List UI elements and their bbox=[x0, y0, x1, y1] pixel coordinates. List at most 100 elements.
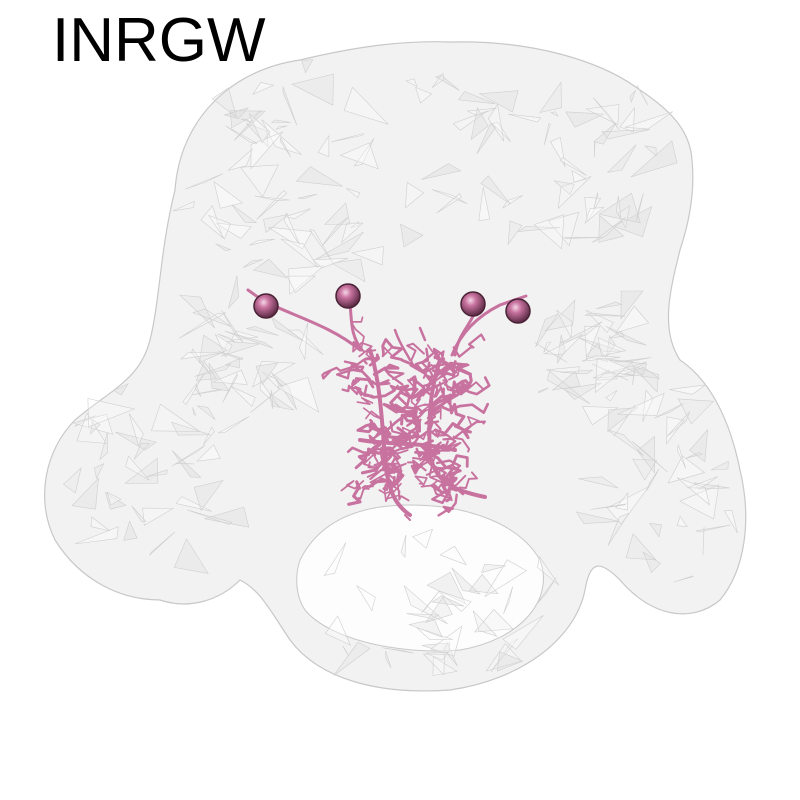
mesh-facet bbox=[288, 265, 325, 295]
mesh-facet bbox=[285, 208, 311, 220]
neuron-type-title: INRGW bbox=[52, 6, 266, 75]
mesh-facet bbox=[385, 650, 392, 669]
mesh-facet bbox=[550, 111, 559, 117]
mesh-facet bbox=[186, 509, 233, 525]
mesh-facet bbox=[192, 407, 197, 416]
mesh-facet bbox=[421, 591, 440, 614]
mesh-facet bbox=[710, 460, 729, 471]
neurite bbox=[349, 379, 363, 397]
mesh-facet bbox=[666, 416, 685, 445]
neurite bbox=[406, 408, 427, 427]
mesh-facet bbox=[133, 443, 150, 460]
mesh-facet bbox=[275, 125, 288, 130]
mesh-facet bbox=[597, 336, 627, 357]
mesh-facet bbox=[62, 467, 82, 494]
mesh-facet bbox=[248, 113, 271, 144]
neurite bbox=[375, 379, 391, 386]
mesh-facet bbox=[676, 515, 688, 528]
neurite bbox=[401, 426, 428, 441]
mesh-facet bbox=[254, 195, 290, 201]
mesh-facet bbox=[149, 531, 176, 556]
neurite bbox=[358, 480, 389, 500]
mesh-facet bbox=[642, 389, 654, 423]
neurite bbox=[426, 421, 442, 438]
neurite bbox=[433, 374, 449, 398]
mesh-facet bbox=[590, 503, 627, 510]
mesh-facet bbox=[175, 463, 195, 465]
mesh-facet bbox=[208, 362, 231, 392]
mesh-facet bbox=[593, 122, 617, 145]
mesh-facet bbox=[299, 322, 308, 361]
mesh-facet bbox=[533, 214, 565, 250]
mesh-facet bbox=[171, 450, 202, 478]
mesh-facet bbox=[255, 362, 279, 386]
neurite bbox=[437, 493, 458, 517]
neurite bbox=[365, 348, 375, 362]
mesh-facet bbox=[431, 595, 465, 607]
mesh-facet bbox=[400, 534, 407, 559]
neurite bbox=[381, 338, 404, 361]
mesh-facet bbox=[356, 585, 376, 612]
mesh-facet bbox=[616, 195, 622, 219]
neurite bbox=[393, 328, 412, 362]
mesh-facet bbox=[563, 382, 602, 400]
mesh-facet bbox=[195, 360, 218, 381]
mesh-facet bbox=[408, 618, 443, 638]
mesh-facet bbox=[502, 195, 523, 209]
mesh-facet bbox=[608, 359, 648, 376]
mesh-facet bbox=[330, 258, 366, 283]
neurite bbox=[449, 379, 472, 391]
mesh-facet bbox=[673, 575, 694, 583]
mesh-facet bbox=[416, 627, 453, 640]
mesh-facet bbox=[615, 305, 650, 334]
mesh-facet bbox=[221, 310, 244, 343]
neurite bbox=[363, 353, 381, 367]
mesh-facet bbox=[123, 520, 138, 541]
neurite bbox=[389, 384, 404, 392]
mesh-facet bbox=[242, 259, 264, 268]
mesh-facet bbox=[421, 163, 462, 180]
mesh-facet bbox=[648, 522, 663, 538]
mesh-facet bbox=[578, 476, 619, 489]
mesh-facet bbox=[487, 103, 505, 142]
mesh-facet bbox=[195, 383, 202, 397]
mesh-facet bbox=[249, 238, 275, 246]
mesh-facet bbox=[507, 113, 542, 123]
mesh-facet bbox=[676, 444, 687, 469]
mesh-facet bbox=[131, 505, 147, 523]
mesh-facet bbox=[607, 512, 630, 546]
mesh-facet bbox=[240, 164, 279, 198]
mesh-facet bbox=[125, 455, 150, 481]
mesh-facet bbox=[252, 360, 296, 388]
mesh-facet bbox=[563, 237, 605, 239]
neurite bbox=[433, 484, 453, 503]
mesh-facet bbox=[617, 392, 665, 416]
mesh-facet bbox=[556, 334, 566, 364]
neurite bbox=[427, 358, 487, 499]
mesh-facet bbox=[452, 110, 488, 131]
mesh-facet bbox=[546, 370, 590, 404]
mesh-facet bbox=[607, 407, 639, 433]
mesh-facet bbox=[539, 81, 562, 113]
mesh-facet bbox=[208, 214, 231, 240]
mesh-facet bbox=[342, 645, 349, 657]
mesh-facet bbox=[607, 429, 644, 456]
mesh-facet bbox=[584, 196, 602, 223]
mesh-facet bbox=[218, 416, 250, 434]
mesh-facet bbox=[695, 524, 731, 533]
mesh-facet bbox=[631, 365, 659, 393]
neurite bbox=[455, 362, 469, 369]
mesh-facet bbox=[667, 455, 706, 484]
brain-mesh-facets bbox=[62, 59, 738, 676]
mesh-facet bbox=[601, 129, 650, 140]
mesh-facet bbox=[316, 231, 364, 260]
neurite bbox=[350, 316, 365, 350]
mesh-facet bbox=[606, 144, 637, 173]
neurite bbox=[321, 365, 354, 380]
neurite bbox=[356, 397, 374, 405]
mesh-facet bbox=[250, 131, 284, 170]
mesh-facet bbox=[432, 656, 458, 676]
mesh-facet bbox=[632, 367, 635, 386]
mesh-facet bbox=[689, 428, 709, 463]
